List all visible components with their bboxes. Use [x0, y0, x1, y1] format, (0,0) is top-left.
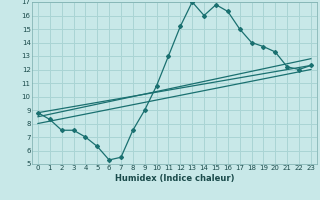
X-axis label: Humidex (Indice chaleur): Humidex (Indice chaleur)	[115, 174, 234, 183]
